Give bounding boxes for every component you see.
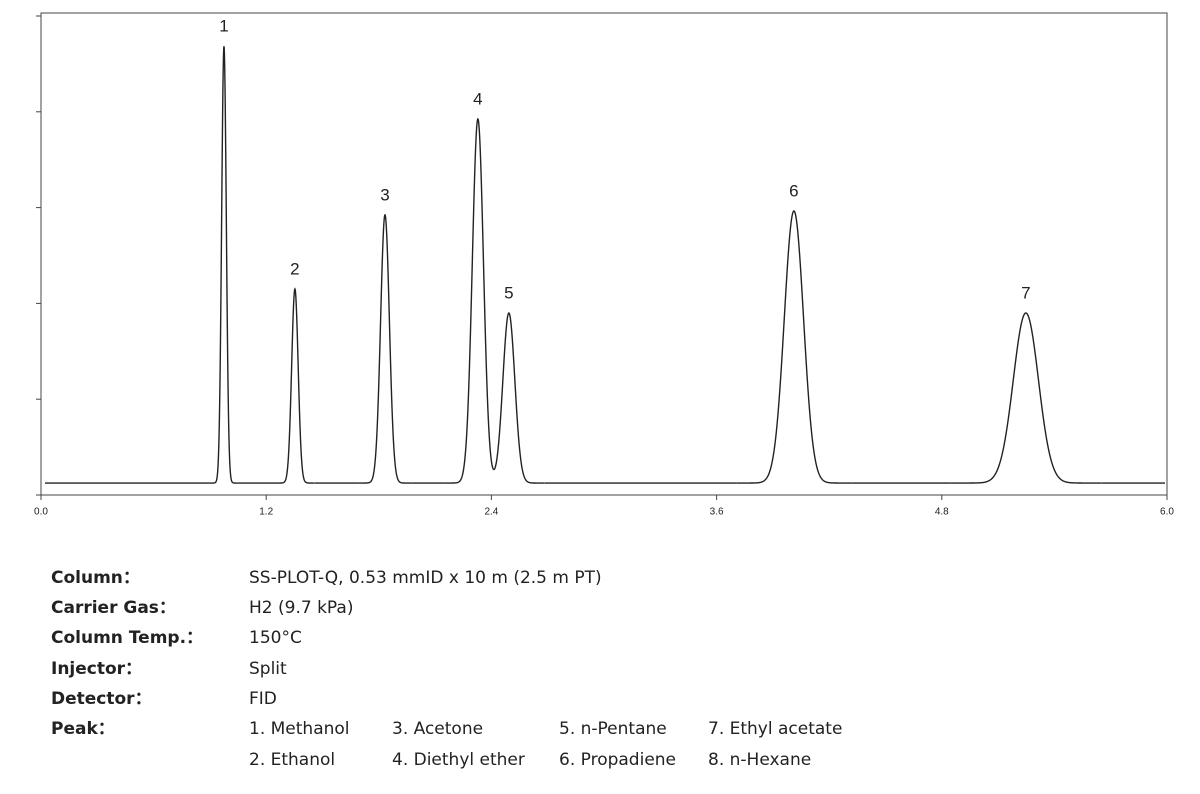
peak-label: 5 — [504, 283, 513, 302]
x-tick-label: 2.4 — [484, 507, 498, 518]
peak-name: 1. Methanol — [249, 719, 350, 739]
peak-name: 7. Ethyl acetate — [708, 719, 843, 739]
peak-name: 3. Acetone — [392, 719, 484, 739]
x-tick-label: 0.0 — [34, 507, 48, 518]
peak-label: 4 — [473, 89, 482, 108]
condition-label: Peak： — [51, 719, 115, 739]
peak-name: 4. Diethyl ether — [392, 750, 525, 770]
peak — [950, 312, 1102, 484]
condition-value: FID — [249, 688, 277, 709]
peak — [275, 287, 315, 484]
peak — [736, 210, 852, 484]
peak-label: 2 — [290, 260, 299, 279]
peak-label: 6 — [789, 181, 798, 200]
peak-name: 6. Propadiene — [559, 750, 677, 770]
peak — [209, 46, 238, 484]
peak-label: 7 — [1021, 283, 1030, 302]
peak-label: 1 — [219, 17, 228, 36]
x-tick-label: 1.2 — [259, 507, 273, 518]
peak — [358, 214, 412, 484]
condition-label: Detector： — [51, 688, 152, 709]
peak-name: 2. Ethanol — [249, 750, 336, 770]
peak-label: 3 — [380, 185, 389, 204]
peak — [444, 117, 494, 484]
plot-frame — [40, 12, 1168, 496]
x-tick-label: 3.6 — [710, 507, 724, 518]
condition-label: Column Temp.： — [51, 628, 204, 649]
condition-value: Split — [249, 658, 287, 679]
condition-label: Injector： — [51, 658, 143, 679]
peak — [492, 312, 545, 484]
peak-name: 8. n-Hexane — [708, 750, 812, 770]
chart: 0.0 1.2 2.4 3.6 4.8 6.0 1 2 3 4 5 6 7 — [34, 12, 1174, 518]
condition-value: 150°C — [249, 628, 302, 649]
x-tick-label: 4.8 — [935, 507, 949, 518]
condition-label: Carrier Gas： — [51, 598, 176, 619]
condition-value: H2 (9.7 kPa) — [249, 598, 354, 619]
condition-value: SS-PLOT-Q, 0.53 mmID x 10 m (2.5 m PT) — [249, 568, 602, 588]
peak-name: 5. n-Pentane — [559, 719, 667, 739]
condition-label: Column： — [51, 568, 140, 588]
x-tick-label: 6.0 — [1160, 507, 1174, 518]
